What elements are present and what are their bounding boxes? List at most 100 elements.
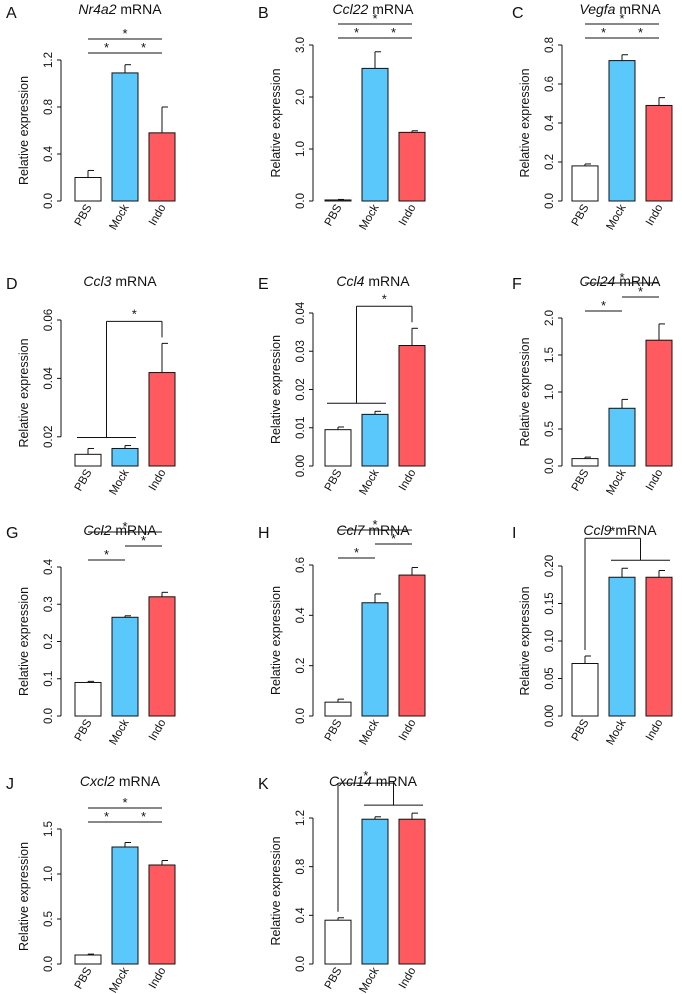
bar-indo [398,131,426,202]
bar-pbs [324,919,352,965]
y-axis-label: Relative expression [269,836,283,945]
x-tick-label: Mock [107,202,131,232]
y-tick-label: 0.8 [295,859,307,875]
title-gene: Ccl22 [333,1,369,17]
bar-mock [111,447,139,467]
y-tick-label: 0.04 [43,367,55,390]
bar-pbs [74,681,102,717]
y-axis-label: Relative expression [518,586,532,695]
panel-letter: A [6,5,17,22]
y-tick-label: 0.5 [544,421,556,437]
x-tick-label: Mock [357,965,381,994]
significance-star: * [619,270,624,285]
title-suffix: mRNA [615,1,661,17]
panel-letter: D [6,276,18,293]
x-tick-label: PBS [323,202,345,228]
panel-letter: G [6,525,18,542]
y-tick-label: 2.0 [295,89,307,105]
significance-star: * [601,298,606,313]
y-tick-label: 1.2 [43,52,55,68]
chart-title: Ccl24 mRNA [580,273,662,289]
x-tick-label: PBS [570,467,592,493]
bar-mock [608,60,636,202]
bar-pbs [324,199,352,202]
y-axis-label: Relative expression [17,842,31,951]
x-tick-label: PBS [570,717,592,743]
y-axis-label: Relative expression [17,338,31,447]
y-tick-label: 0.00 [544,705,556,727]
x-tick-label: Mock [357,467,381,497]
chart-title: Ccl22 mRNA [333,1,415,17]
chart-title: Cxcl2 mRNA [80,773,161,789]
significance-star: * [104,40,109,55]
y-tick-label: 2.0 [544,310,556,326]
y-tick-label: 1.0 [295,141,307,157]
title-gene: Ccl4 [336,273,364,289]
y-tick-label: 0.10 [544,630,556,652]
chart-panel-d: D Ccl3 mRNA 0.02 0.04 0.06 Relative expressio… [6,273,176,497]
significance-star: * [601,25,606,40]
bar-pbs [74,954,102,965]
x-tick-label: Indo [397,966,419,991]
title-suffix: mRNA [611,522,657,538]
title-suffix: mRNA [615,273,661,289]
bar-indo [148,132,176,202]
y-tick-label: 0.0 [43,956,55,972]
x-tick-label: PBS [73,467,95,493]
y-tick-label: 1.2 [295,810,307,826]
bar-mock [361,413,389,467]
significance-star: * [141,533,146,548]
title-gene: Ccl2 [83,522,111,538]
chart-panel-c: C Vegfa mRNA 0.0 0.2 0.4 0.6 0.8 Relative expre… [512,1,673,232]
chart-panel-e: E Ccl4 mRNA 0.00 0.01 0.02 0.03 0.04 Relative e… [258,273,426,497]
panel-letter: F [512,276,522,293]
x-tick-label: Indo [147,966,169,991]
chart-title: Ccl3 mRNA [83,273,157,289]
y-tick-label: 0.6 [295,557,307,573]
bar-pbs [324,701,352,717]
x-tick-label: Mock [604,467,628,497]
bar-mock [111,846,139,965]
bar-mock [111,72,139,202]
significance-star: * [619,11,624,26]
y-tick-label: 0.2 [295,658,307,674]
y-tick-label: 0.02 [295,378,307,400]
x-tick-label: Indo [644,718,666,743]
bar-indo [398,818,426,965]
title-suffix: mRNA [115,773,161,789]
significance-star: * [638,25,643,40]
bar-mock [608,407,636,467]
y-tick-label: 0.1 [43,671,55,687]
y-tick-label: 0.6 [544,76,556,92]
x-tick-label: Mock [107,467,131,497]
x-tick-label: Mock [107,965,131,994]
bar-indo [645,339,673,467]
chart-panel-a: A Nr4a2 mRNA 0.0 0.4 0.8 1.2 Relative expressi… [6,1,176,232]
panel-letter: J [6,776,14,793]
x-tick-label: Indo [147,203,169,228]
significance-star: * [372,517,377,532]
significance-star: * [141,40,146,55]
x-tick-label: PBS [570,202,592,228]
chart-title: Nr4a2 mRNA [78,1,162,17]
chart-panel-g: G Ccl2 mRNA 0.0 0.1 0.2 0.3 0.4 Relative expres… [6,519,176,747]
x-tick-label: Indo [397,468,419,493]
significance-star: * [610,523,615,538]
y-tick-label: 0.4 [544,114,556,131]
y-tick-label: 0.3 [43,596,55,612]
chart-panel-i: I Ccl9 mRNA 0.00 0.05 0.10 0.15 0.20 Relative e… [512,522,673,747]
chart-title: Cxcl14 mRNA [329,773,418,789]
y-tick-label: 0.01 [295,417,307,439]
significance-star: * [141,809,146,824]
y-tick-label: 3.0 [295,37,307,53]
y-tick-label: 0.0 [544,458,556,474]
significance-star: * [363,768,368,783]
y-tick-label: 0.8 [43,99,55,115]
y-tick-label: 0.02 [43,426,55,448]
bar-indo [148,864,176,965]
bar-indo [148,372,176,467]
bar-pbs [324,429,352,467]
bar-mock [608,576,636,717]
bar-indo [398,574,426,717]
